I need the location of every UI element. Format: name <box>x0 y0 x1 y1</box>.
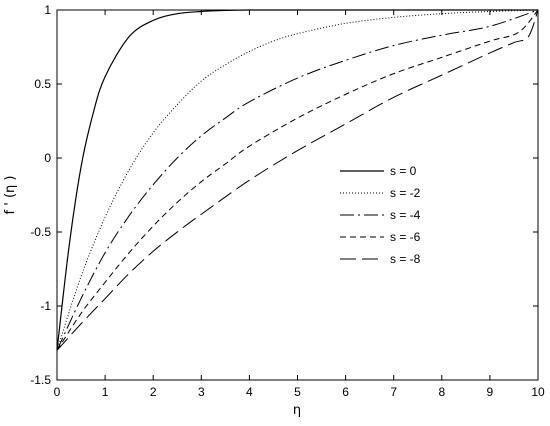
x-tick-label: 2 <box>150 385 157 399</box>
series-line-1 <box>56 9 538 351</box>
x-tick-label: 6 <box>342 385 349 399</box>
y-tick-label: 0.5 <box>34 77 51 91</box>
series-line-4 <box>56 9 539 351</box>
legend-label: s = 0 <box>390 164 417 178</box>
axis-ticks: 0 1 2 3 4 5 6 7 8 9 10 1 0.5 0 -0.5 -1 -1.5 <box>30 3 545 399</box>
legend-label: s = -6 <box>390 230 421 244</box>
x-axis-label: η <box>293 403 301 418</box>
y-tick-label: 0 <box>44 151 51 165</box>
series-line-5 <box>56 9 539 351</box>
legend-label: s = -4 <box>390 208 421 222</box>
x-tick-label: 4 <box>246 385 253 399</box>
x-tick-label: 3 <box>198 385 205 399</box>
y-tick-label: -1.5 <box>30 373 51 387</box>
y-tick-label: 1 <box>44 3 51 17</box>
x-tick-label: 1 <box>102 385 109 399</box>
x-tick-label: 7 <box>390 385 397 399</box>
legend: s = 0 s = -2 s = -4 s = -6 s = -8 <box>340 164 421 266</box>
legend-label: s = -2 <box>390 186 421 200</box>
y-tick-label: -1 <box>40 299 51 313</box>
x-tick-label: 5 <box>294 385 301 399</box>
y-axis-label: f ' (η ) <box>3 176 18 215</box>
y-tick-label: -0.5 <box>30 225 51 239</box>
series-lines <box>56 9 539 351</box>
plot-frame <box>56 9 539 381</box>
series-line-3 <box>56 9 539 351</box>
x-tick-label: 10 <box>531 385 545 399</box>
legend-label: s = -8 <box>390 252 421 266</box>
x-tick-label: 0 <box>54 385 61 399</box>
x-tick-label: 9 <box>487 385 494 399</box>
x-tick-label: 8 <box>438 385 445 399</box>
